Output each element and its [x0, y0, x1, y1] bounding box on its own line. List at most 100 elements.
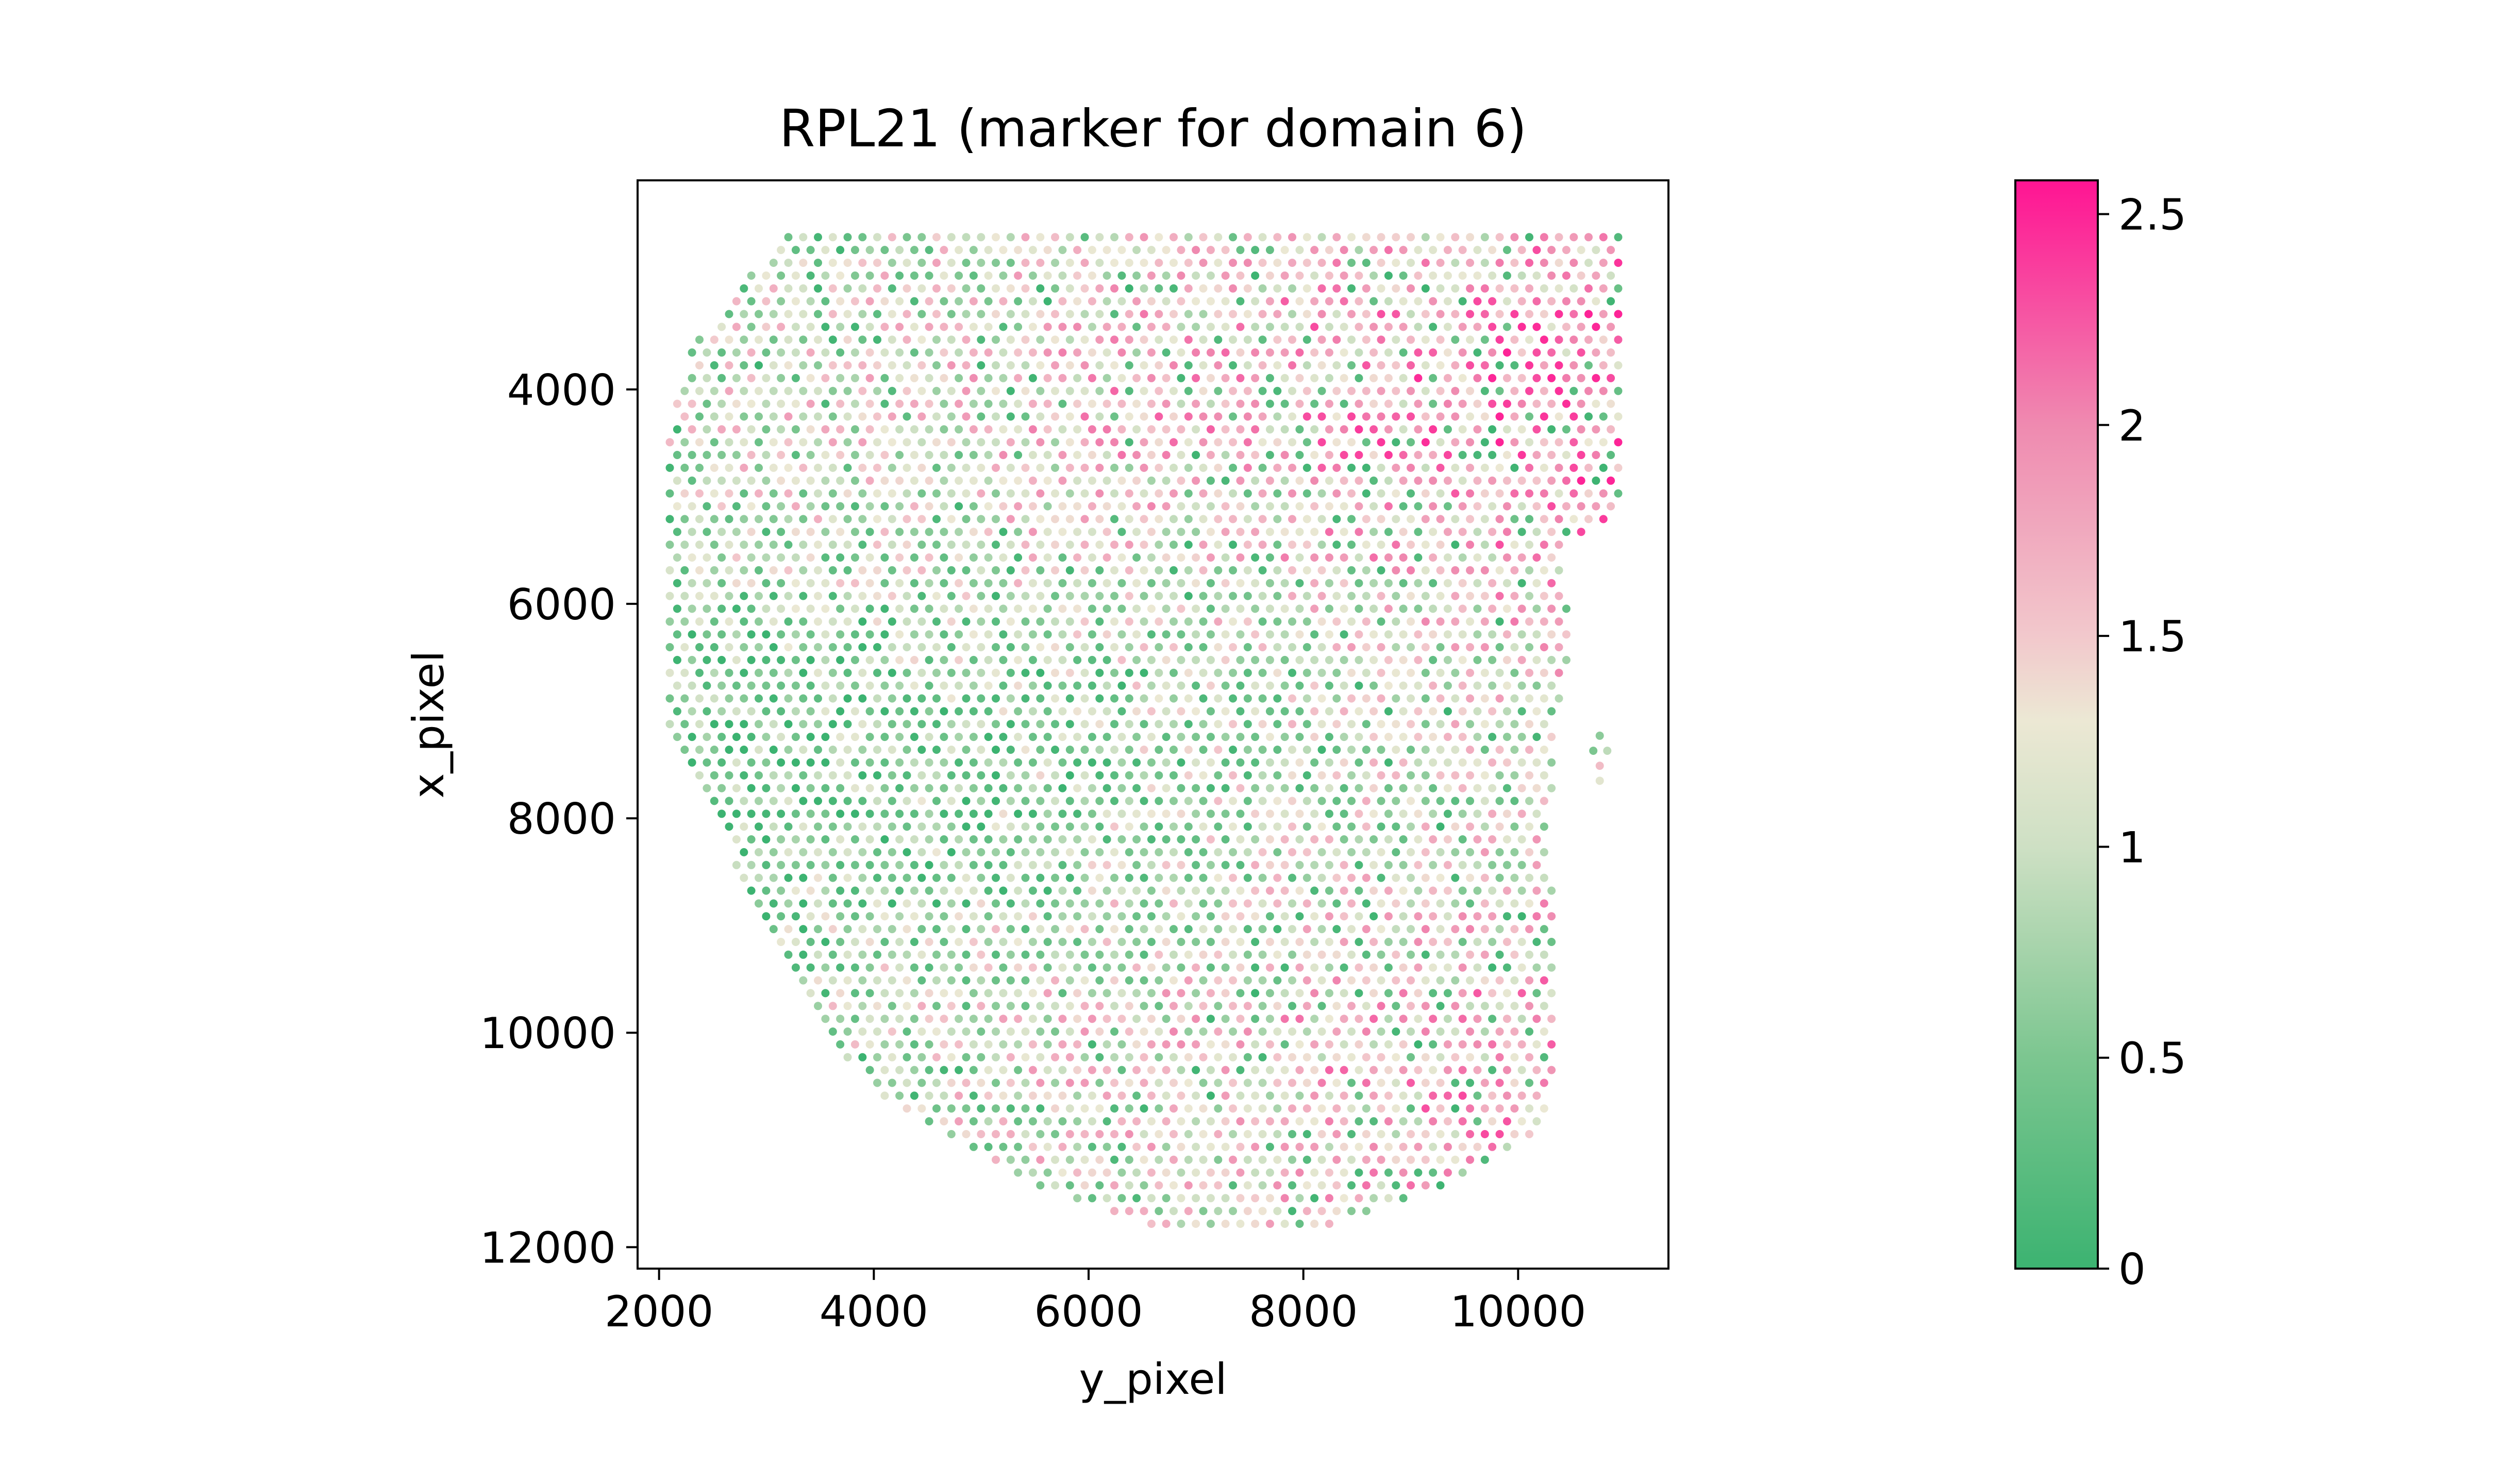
data-point [1458, 374, 1467, 382]
data-point [1458, 348, 1467, 357]
data-point [1243, 720, 1252, 729]
data-point [992, 1078, 1000, 1087]
data-point [1525, 335, 1533, 344]
data-point [1288, 592, 1296, 600]
data-point [1443, 348, 1452, 357]
data-point [1370, 1040, 1378, 1049]
data-point [1458, 579, 1467, 587]
data-point [1480, 335, 1489, 344]
data-point [1317, 284, 1326, 293]
data-point [888, 1002, 896, 1010]
data-point [917, 386, 926, 395]
data-point [1132, 1117, 1141, 1126]
data-point [1599, 386, 1608, 395]
data-point [1229, 617, 1237, 626]
data-point [836, 451, 845, 459]
data-point [1140, 592, 1148, 600]
data-point [1088, 655, 1096, 664]
data-point [1088, 604, 1096, 613]
data-point [1155, 899, 1163, 908]
data-point [828, 335, 837, 344]
data-point [1473, 1091, 1482, 1100]
data-point [1258, 1130, 1267, 1138]
data-point [1525, 643, 1533, 651]
data-point [947, 771, 956, 780]
data-point [947, 873, 956, 882]
data-point [1125, 592, 1133, 600]
data-point [850, 604, 859, 613]
data-point [821, 655, 830, 664]
data-point [1332, 1002, 1341, 1010]
data-point [1110, 668, 1118, 677]
data-point [1370, 733, 1378, 741]
data-point [977, 310, 986, 318]
data-point [1132, 989, 1141, 998]
data-point [836, 681, 845, 690]
data-point [1251, 476, 1260, 485]
data-point [1607, 399, 1615, 408]
data-point [873, 592, 881, 600]
data-point [1110, 1130, 1118, 1138]
data-point [1140, 1002, 1148, 1010]
data-point [1443, 476, 1452, 485]
data-point [1288, 1155, 1296, 1164]
data-point [962, 284, 971, 293]
data-point [1436, 925, 1445, 934]
data-point [1140, 541, 1148, 549]
data-point [1132, 323, 1141, 331]
data-point [888, 668, 896, 677]
data-point [1125, 617, 1133, 626]
data-point [1258, 1104, 1267, 1113]
data-point [1199, 541, 1208, 549]
data-point [710, 463, 719, 472]
data-point [1236, 1168, 1245, 1177]
data-point [1073, 476, 1082, 485]
data-point [1258, 335, 1267, 344]
data-point [1607, 271, 1615, 280]
data-point [680, 617, 689, 626]
data-point [1206, 374, 1215, 382]
data-point [1532, 502, 1541, 511]
data-point [999, 835, 1008, 844]
data-point [925, 348, 933, 357]
data-point [1265, 1194, 1274, 1203]
data-point [1488, 425, 1497, 434]
data-point [799, 541, 808, 549]
data-point [1421, 668, 1430, 677]
data-point [1088, 886, 1096, 895]
data-point [932, 899, 941, 908]
data-point [1103, 758, 1111, 767]
data-point [1325, 1091, 1333, 1100]
data-point [865, 861, 874, 869]
data-point [1065, 720, 1074, 729]
data-point [821, 938, 830, 946]
data-point [1028, 297, 1037, 306]
data-point [940, 425, 948, 434]
data-point [940, 271, 948, 280]
data-point [880, 630, 889, 639]
data-point [1488, 681, 1497, 690]
data-point [665, 720, 674, 729]
data-point [1028, 528, 1037, 536]
data-point [1480, 386, 1489, 395]
data-point [873, 771, 881, 780]
data-point [1451, 386, 1460, 395]
data-point [1310, 784, 1319, 792]
data-point [1310, 938, 1319, 946]
data-point [747, 655, 756, 664]
data-point [999, 604, 1008, 613]
data-point [1214, 848, 1223, 856]
data-point [1488, 451, 1497, 459]
data-point [1043, 886, 1052, 895]
data-point [1021, 386, 1030, 395]
data-point [1480, 566, 1489, 575]
data-point [1392, 361, 1400, 369]
data-point [1206, 886, 1215, 895]
data-point [1073, 1091, 1082, 1100]
data-point [1384, 246, 1393, 255]
data-point [1014, 1142, 1023, 1151]
data-point [799, 566, 808, 575]
data-point [1014, 1066, 1023, 1074]
data-point [1540, 361, 1548, 369]
data-point [1302, 771, 1311, 780]
